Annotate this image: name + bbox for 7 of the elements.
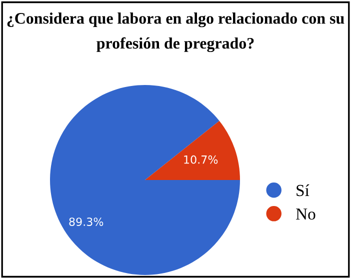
legend-label: No xyxy=(296,208,316,220)
chart-title: ¿Considera que labora en algo relacionado con su profesión de pregrado? xyxy=(7,12,344,52)
data-label: 10.7% xyxy=(184,155,218,164)
legend-label: Sí xyxy=(296,184,310,196)
pie-slice xyxy=(145,120,240,180)
pie-slice xyxy=(50,85,240,275)
data-label: 89.3% xyxy=(69,218,104,226)
